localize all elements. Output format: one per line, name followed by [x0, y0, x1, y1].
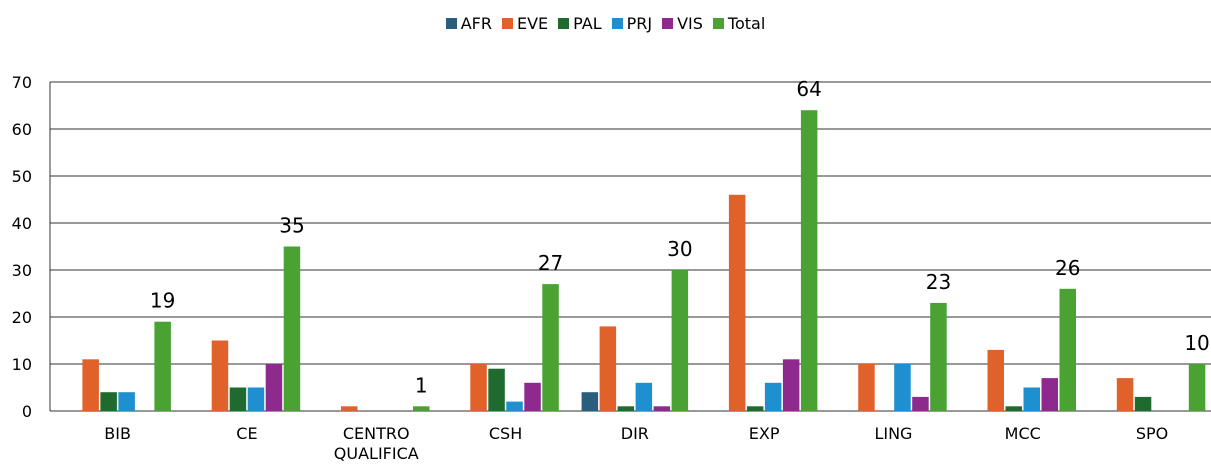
bar: [581, 392, 599, 411]
bar: [229, 387, 247, 411]
bar: [1059, 288, 1076, 411]
bar: [413, 406, 430, 411]
x-tick-label: SPO: [1135, 424, 1169, 443]
y-tick-label: 30: [12, 261, 32, 280]
bar: [930, 302, 947, 411]
legend-item: AFR: [445, 14, 492, 33]
bar: [506, 401, 523, 411]
bar: [1134, 396, 1152, 411]
bar: [599, 326, 617, 411]
x-tick-label: CENTRO QUALIFICA: [333, 424, 419, 463]
x-tick-label: CE: [236, 424, 258, 443]
legend-swatch: [501, 18, 513, 29]
bar: [671, 270, 689, 411]
x-tick-label: MCC: [1004, 424, 1041, 443]
x-tick-label: LING: [874, 424, 913, 443]
x-tick-label: CSH: [488, 424, 523, 443]
data-label: 27: [538, 251, 563, 275]
bar: [211, 340, 229, 411]
y-tick-label: 10: [12, 355, 32, 374]
data-label: 30: [667, 237, 692, 261]
legend-item: Total: [712, 14, 766, 33]
y-tick-label: 50: [12, 167, 32, 186]
y-tick-label: 60: [12, 120, 32, 139]
legend-label: AFR: [460, 14, 492, 33]
bar: [1023, 387, 1040, 411]
bar: [894, 364, 911, 411]
bar: [283, 246, 301, 411]
legend-label: PRJ: [626, 14, 653, 33]
y-tick-label: 40: [12, 214, 32, 233]
x-tick-label: BIB: [104, 424, 131, 443]
bar: [542, 284, 559, 411]
bar: [524, 382, 541, 411]
bar: [1041, 378, 1058, 411]
bar: [470, 364, 487, 411]
y-tick-label: 0: [22, 402, 32, 421]
data-label: 1: [415, 373, 428, 397]
bar: [118, 392, 135, 411]
bar: [782, 359, 800, 411]
bar: [265, 364, 283, 411]
legend: AFR EVE PAL PRJ VIS Total: [0, 14, 1211, 33]
x-tick-label: DIR: [620, 424, 649, 443]
legend-item: VIS: [662, 14, 703, 33]
legend-label: Total: [727, 14, 766, 33]
legend-label: VIS: [677, 14, 703, 33]
bar: [653, 406, 671, 411]
bar: [858, 364, 875, 411]
bar: [1116, 378, 1134, 411]
bar: [100, 392, 117, 411]
bar: [800, 110, 818, 411]
legend-item: PAL: [558, 14, 602, 33]
data-label: 26: [1055, 256, 1080, 280]
legend-label: EVE: [516, 14, 549, 33]
legend-label: PAL: [573, 14, 602, 33]
y-tick-label: 70: [12, 73, 32, 92]
bar: [341, 406, 358, 411]
legend-swatch: [558, 18, 570, 29]
bar: [987, 349, 1004, 411]
bar: [617, 406, 635, 411]
legend-item: PRJ: [611, 14, 653, 33]
data-label: 10: [1184, 331, 1209, 355]
bar: [154, 321, 171, 411]
bar: [912, 396, 929, 411]
bar: [1188, 364, 1206, 411]
y-tick-label: 20: [12, 308, 32, 327]
legend-swatch: [611, 18, 623, 29]
bar: [247, 387, 265, 411]
data-label: 64: [796, 77, 821, 101]
x-tick-label: EXP: [748, 424, 780, 443]
data-label: 35: [279, 214, 304, 238]
legend-swatch: [712, 18, 724, 29]
bar: [1005, 406, 1022, 411]
bar: [746, 406, 764, 411]
bar: [82, 359, 99, 411]
legend-swatch: [662, 18, 674, 29]
bar: [488, 368, 505, 411]
data-label: 23: [926, 270, 951, 294]
bar: [764, 382, 782, 411]
bar: [635, 382, 653, 411]
data-label: 19: [150, 289, 175, 313]
bar: [728, 194, 746, 411]
legend-item: EVE: [501, 14, 549, 33]
legend-swatch: [445, 18, 457, 29]
